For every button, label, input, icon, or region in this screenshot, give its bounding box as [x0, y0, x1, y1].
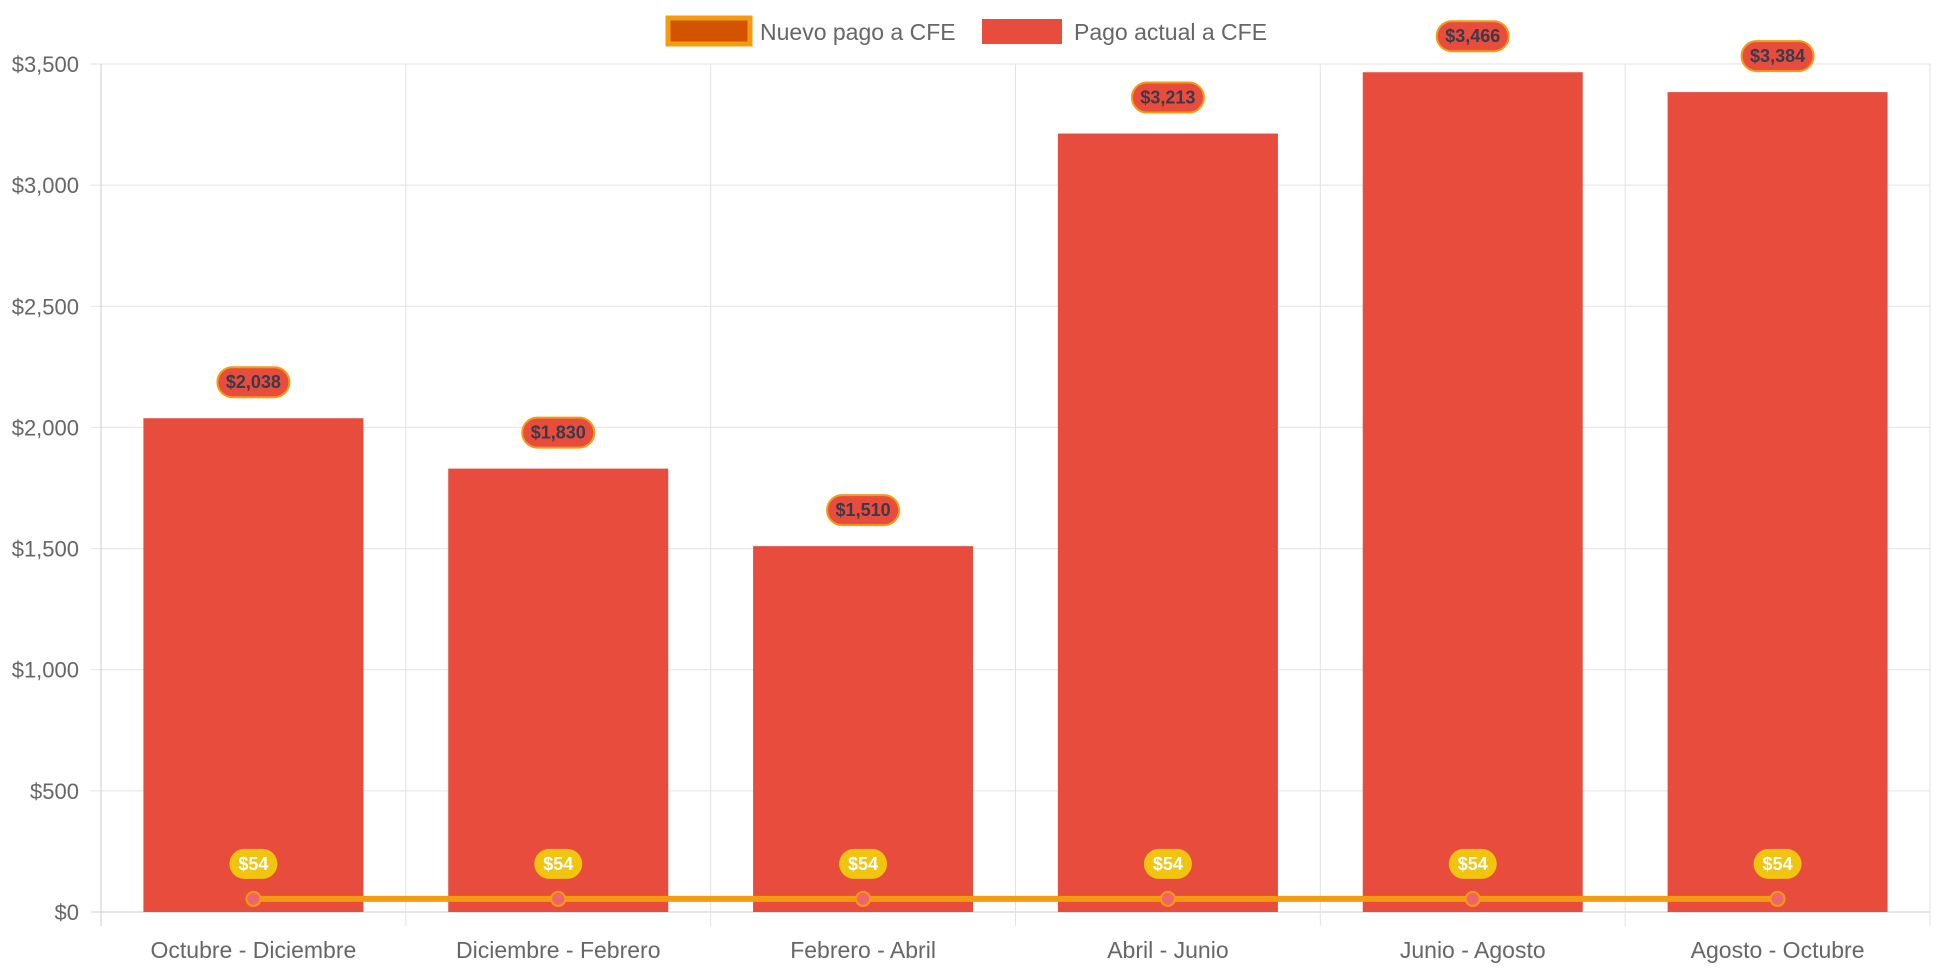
line-value-label: $54 [848, 854, 878, 874]
x-tick-label: Agosto - Octubre [1691, 937, 1865, 963]
line-point [1159, 890, 1176, 907]
bar-value-label: $3,466 [1445, 26, 1500, 46]
line-layer [245, 890, 1786, 907]
x-tick-label: Febrero - Abril [790, 937, 936, 963]
legend-swatch-nuevo-pago [665, 15, 753, 47]
bar [1362, 72, 1583, 912]
bar-value-label: $2,038 [226, 372, 281, 392]
bar [448, 468, 669, 912]
bar-value-label: $3,213 [1140, 88, 1195, 108]
grid-layer [91, 63, 1931, 926]
line-value-label: $54 [543, 854, 573, 874]
bar-value-label: $3,384 [1750, 46, 1805, 66]
legend: Nuevo pago a CFE Pago actual a CFE [665, 15, 1267, 47]
legend-label-nuevo-pago: Nuevo pago a CFE [760, 19, 956, 45]
line-value-badge [839, 848, 888, 879]
line-value-label: $54 [1763, 854, 1793, 874]
bar-value-label: $1,510 [836, 500, 891, 520]
line-point [1464, 890, 1481, 907]
legend-swatch-pago-actual [982, 19, 1062, 44]
bar-value-badge [1130, 81, 1205, 114]
line-value-badge [229, 848, 278, 879]
y-tick-label: $2,500 [12, 294, 79, 319]
bar [1667, 92, 1888, 912]
bar-value-badge [1740, 40, 1815, 73]
x-tick-label: Octubre - Diciembre [151, 937, 357, 963]
line-value-label: $54 [1458, 854, 1488, 874]
line-point [1769, 890, 1786, 907]
line-point [245, 890, 262, 907]
x-tick-label: Diciembre - Febrero [456, 937, 661, 963]
bar-value-label: $1,830 [531, 423, 586, 443]
bar [143, 418, 364, 912]
axis-layer: $0 $500 $1,000 $1,500 $2,000 $2,500 $3,000 $3,5… [12, 52, 1865, 963]
y-tick-label: $3,500 [12, 52, 79, 77]
line-value-label: $54 [1153, 854, 1183, 874]
label-layer: $2,038 $1,830 $1,510 $3,213 $3,466 $3,384 $54 $… [216, 20, 1815, 879]
x-tick-label: Junio - Agosto [1400, 937, 1546, 963]
line-point [550, 890, 567, 907]
y-tick-label: $0 [55, 900, 79, 925]
legend-label-pago-actual: Pago actual a CFE [1074, 19, 1267, 45]
line-value-badge [1448, 848, 1497, 879]
y-tick-label: $1,000 [12, 658, 79, 683]
y-tick-label: $2,000 [12, 415, 79, 440]
line-point [855, 890, 872, 907]
bar-value-badge [521, 416, 596, 449]
bar [1057, 133, 1278, 912]
y-tick-label: $3,000 [12, 173, 79, 198]
bar-value-badge [1435, 20, 1510, 53]
bar-value-badge [216, 366, 291, 399]
line-value-badge [534, 848, 583, 879]
y-tick-label: $500 [30, 779, 79, 804]
line-value-label: $54 [238, 854, 268, 874]
bar-value-badge [826, 494, 901, 527]
line-value-badge [1143, 848, 1192, 879]
line-value-badge [1753, 848, 1802, 879]
x-tick-label: Abril - Junio [1107, 937, 1228, 963]
y-tick-label: $1,500 [12, 537, 79, 562]
